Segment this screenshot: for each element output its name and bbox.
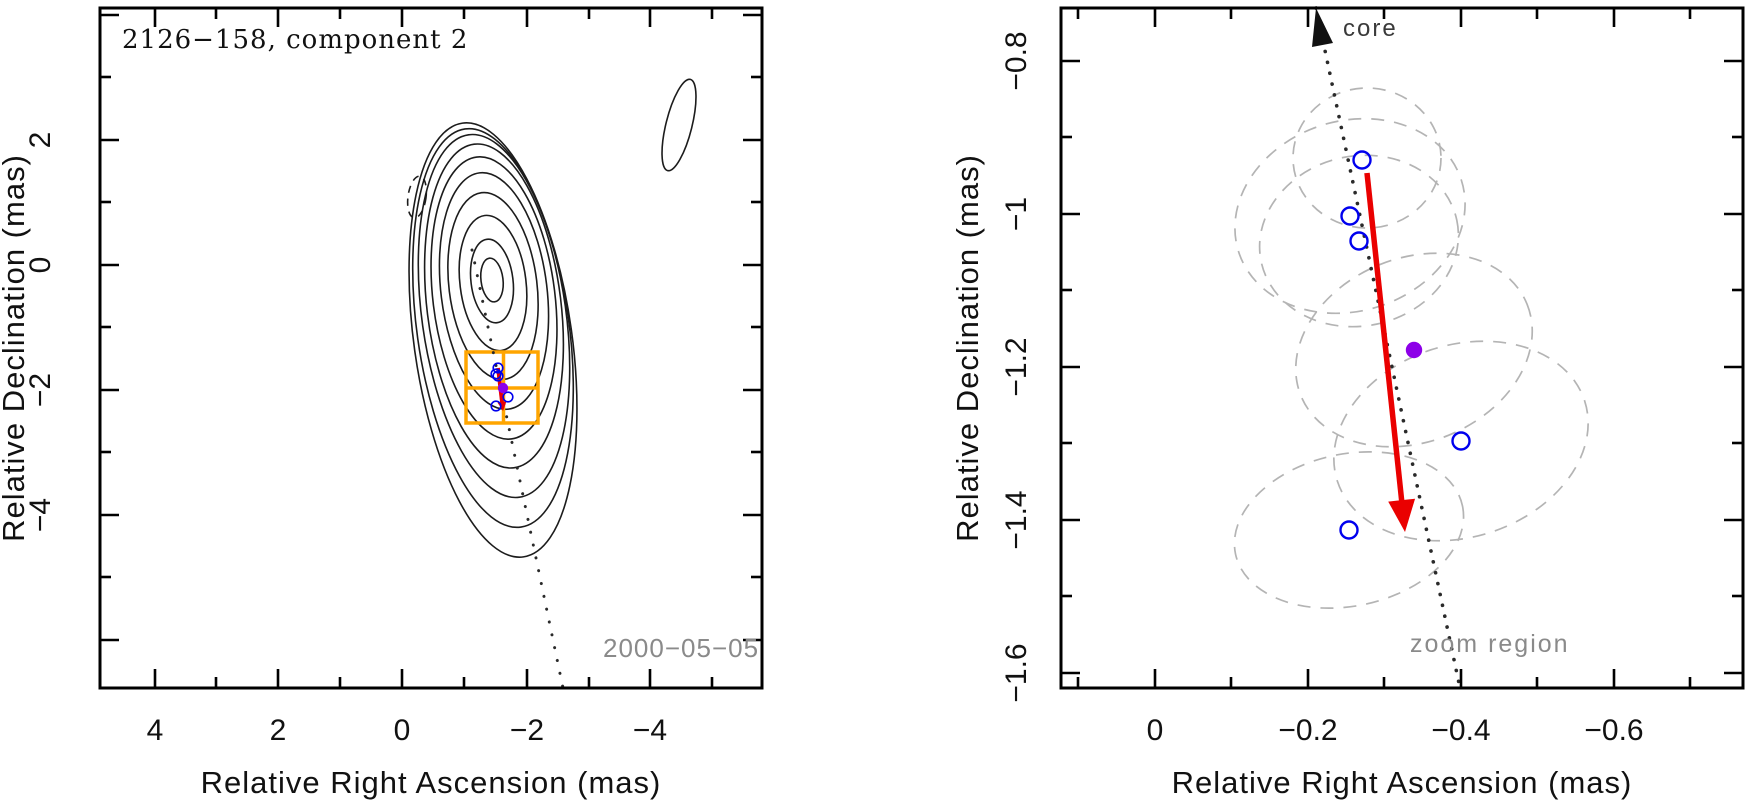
contour-line	[438, 171, 550, 411]
left-panel-frame	[98, 6, 764, 690]
beam-ellipse	[1292, 87, 1442, 229]
negative-contour	[406, 175, 428, 219]
left-panel-text: 2126−158, component 2 2000−05−05 4 2 0 −…	[0, 25, 759, 800]
left-y-tick-label-0: 0	[24, 257, 57, 274]
core-arrowhead-icon	[1312, 8, 1333, 47]
contour-line	[411, 127, 575, 529]
left-y-tick-label-2: 2	[24, 132, 57, 149]
left-x-tick-label-0: 0	[394, 714, 411, 747]
right-panel-text: 0 −0.2 −0.4 −0.6 −0.8 −1 −1.2 −1.4 −1.6 …	[950, 15, 1644, 800]
right-y-tick-label-m12: −1.2	[1000, 337, 1033, 396]
beam-ellipse	[1233, 450, 1465, 610]
right-component-point	[1352, 150, 1372, 170]
beam-ellipse	[1234, 117, 1466, 315]
right-component-point	[1451, 431, 1471, 451]
beam-ellipse	[1258, 154, 1460, 328]
right-x-tick-label-m04: −0.4	[1431, 714, 1490, 747]
contour-line	[458, 214, 528, 352]
contour-line	[408, 122, 578, 558]
left-xaxis-title: Relative Right Ascension (mas)	[201, 765, 662, 800]
left-component-point	[502, 391, 514, 403]
left-x-tick-label-4: 4	[147, 714, 164, 747]
contour-line	[469, 238, 515, 324]
left-x-tick-label-m2: −2	[510, 714, 544, 747]
zoom-region-annotation: zoom region	[1410, 630, 1570, 658]
jet-dotted-line	[470, 248, 565, 690]
left-y-tick-label-m4: −4	[24, 498, 57, 532]
right-x-tick-label-m06: −0.6	[1584, 714, 1643, 747]
contour-line	[430, 156, 558, 440]
core-annotation: core	[1343, 15, 1398, 42]
right-xaxis-title: Relative Right Ascension (mas)	[1172, 765, 1633, 800]
left-component-point-filled	[497, 382, 509, 394]
left-y-tick-label-m2: −2	[24, 373, 57, 407]
contour-line	[479, 257, 505, 303]
right-component-point	[1349, 231, 1369, 251]
left-x-tick-label-2: 2	[270, 714, 287, 747]
left-component-point	[492, 370, 504, 382]
right-y-tick-label-m1: −1	[1000, 197, 1033, 231]
right-x-tick-label-m02: −0.2	[1278, 714, 1337, 747]
right-component-point	[1340, 206, 1360, 226]
right-component-point-filled	[1405, 341, 1423, 359]
contour-line	[417, 133, 571, 499]
left-x-tick-label-m4: −4	[633, 714, 667, 747]
right-y-tick-label-m16: −1.6	[1000, 643, 1033, 702]
right-motion-arrow-head	[1388, 498, 1416, 532]
contour-line	[423, 143, 565, 469]
left-panel-title: 2126−158, component 2	[122, 25, 468, 55]
generated-graphics-layer	[98, 6, 1745, 690]
left-component-point	[490, 400, 502, 412]
left-component-point	[492, 362, 504, 374]
beam-ellipse	[1294, 252, 1534, 448]
right-y-tick-label-m08: −0.8	[1000, 31, 1033, 90]
right-x-tick-label-0: 0	[1147, 714, 1164, 747]
right-panel-frame	[1059, 6, 1745, 690]
left-panel-date: 2000−05−05	[603, 633, 759, 663]
left-yaxis-title: Relative Declination (mas)	[0, 154, 31, 542]
right-y-tick-label-m14: −1.4	[1000, 490, 1033, 549]
right-component-point	[1339, 520, 1359, 540]
right-motion-arrow-shaft	[1364, 172, 1405, 503]
beam-ellipse	[1333, 340, 1589, 542]
right-yaxis-title: Relative Declination (mas)	[950, 154, 985, 542]
left-component-point	[490, 368, 502, 380]
contour-line	[661, 78, 697, 172]
